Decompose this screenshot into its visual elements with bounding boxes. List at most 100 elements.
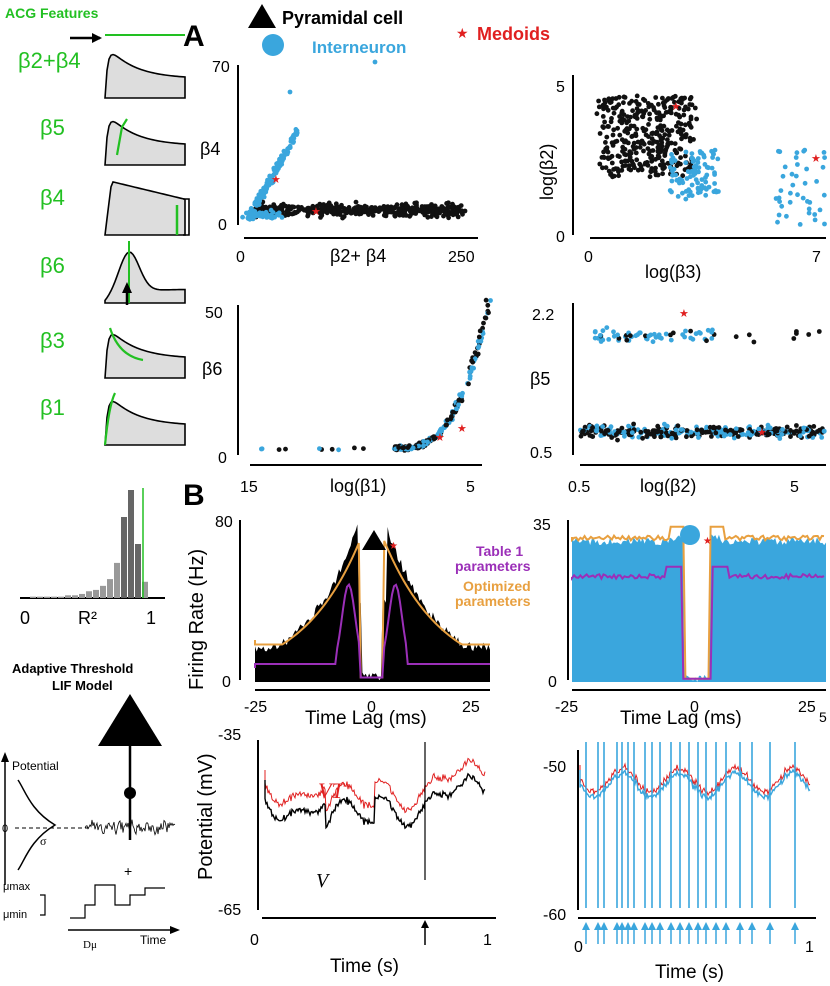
- scatter-point: [765, 422, 771, 428]
- scatter-point: [816, 329, 822, 334]
- interneuron-table1-line: [571, 565, 825, 680]
- scatter4-xlabel: log(β2): [640, 476, 696, 496]
- scatter-point: [310, 209, 316, 214]
- scatter-point: [633, 333, 639, 339]
- scatter-point: [685, 169, 691, 174]
- scatter-point: [696, 330, 702, 335]
- scatter-point: [266, 182, 271, 187]
- scatter-point: [425, 439, 430, 445]
- potential-ylabel: Potential (mV): [195, 753, 217, 880]
- scatter-point: [361, 209, 367, 215]
- scatter-point: [666, 129, 672, 134]
- interneuron-legend-icon: [262, 34, 284, 56]
- scatter-point: [687, 138, 693, 144]
- sigma-label: σ: [40, 834, 47, 848]
- scatter-point: [275, 211, 280, 217]
- scatter-point: [776, 212, 782, 218]
- scatter-point: [703, 429, 708, 435]
- scatter-point: [488, 298, 493, 303]
- scatter-point: [295, 204, 301, 210]
- scatter-point: [636, 434, 642, 440]
- acg-feature-label: β2+β4: [18, 48, 81, 73]
- scatter-point: [739, 427, 745, 433]
- scatter-point: [802, 147, 808, 153]
- scatter-point: [390, 206, 396, 212]
- scatter-point: [621, 100, 626, 106]
- scatter-point: [669, 435, 675, 441]
- scatter-point: [662, 153, 668, 159]
- scatter-point: [721, 433, 727, 439]
- scatter-point: [657, 117, 663, 123]
- scatter-point: [380, 206, 385, 212]
- scatter-point: [665, 137, 670, 143]
- scatter-point: [605, 124, 611, 129]
- model-title-line1: Adaptive Threshold: [12, 661, 133, 676]
- scatter-point: [704, 424, 709, 430]
- scatter-point: [740, 432, 746, 437]
- medoid-star: ★: [271, 174, 281, 186]
- scatter-point: [600, 114, 606, 119]
- scatter-point: [476, 334, 482, 340]
- scatter-point: [787, 199, 793, 205]
- scatter-point: [627, 333, 633, 339]
- spike-arrow-head: [600, 922, 608, 930]
- hist-bar: [44, 596, 50, 598]
- scatter-point: [597, 131, 603, 136]
- potL-xlabel: Time (s): [330, 956, 399, 977]
- scatter-point: [822, 155, 827, 161]
- spike-arrow-head: [676, 922, 684, 930]
- scatter-point: [821, 192, 827, 198]
- scatter-point: [592, 335, 598, 341]
- acg-thumb-curve: [104, 120, 186, 166]
- model-time-arrow: [170, 926, 180, 934]
- scatter-point: [672, 141, 678, 147]
- scatter-point: [683, 196, 689, 202]
- scatter-point: [800, 195, 806, 201]
- scatter-point: [619, 425, 625, 431]
- scatter-point: [672, 99, 677, 105]
- scatter-point: [602, 431, 607, 437]
- scatter-point: [369, 205, 375, 210]
- scatter-point: [630, 108, 635, 114]
- spike-arrow-head: [618, 922, 626, 930]
- acgL-xtick-left: -25: [244, 699, 267, 716]
- scatter-point: [670, 168, 675, 174]
- voltage-traces: [264, 742, 811, 944]
- hist-bar: [135, 544, 141, 598]
- scatter-point: [416, 443, 422, 449]
- scatter-point: [600, 328, 606, 334]
- scatter-point: [407, 213, 413, 219]
- scatter-point: [795, 162, 800, 167]
- scatter-point: [633, 133, 639, 139]
- scatter-point: [609, 435, 615, 440]
- scatter-point: [683, 122, 688, 128]
- scatter-point: [673, 427, 679, 433]
- scatter-point: [456, 402, 461, 408]
- scatter-point: [640, 140, 646, 146]
- hist-bar: [107, 579, 113, 598]
- scatter-point: [806, 210, 812, 216]
- pyramidal-acg-area: [255, 524, 490, 682]
- scatter-point: [306, 205, 311, 211]
- scatter-point: [680, 180, 686, 186]
- scatter-point: [689, 193, 695, 199]
- scatter1-xlabel: β2+ β4: [330, 246, 386, 266]
- scatter-point: [688, 116, 694, 122]
- scatter-point: [673, 434, 678, 440]
- medoid-star: ★: [457, 423, 467, 435]
- spike-arrow-head: [694, 922, 702, 930]
- scatter-point: [619, 159, 624, 165]
- acg-feature-label: β6: [40, 253, 65, 278]
- scatter-point: [414, 202, 419, 208]
- scatter-point: [643, 333, 648, 339]
- panel-b-label: B: [183, 479, 205, 512]
- scatter-point: [735, 434, 741, 439]
- scatter-point: [358, 204, 363, 210]
- scatter-point: [707, 424, 713, 430]
- scatter-point: [629, 430, 635, 435]
- scatter-point: [288, 206, 294, 212]
- spike-arrow-head: [702, 922, 710, 930]
- pyramidal-legend-icon: [248, 4, 276, 28]
- scatter-point: [709, 434, 714, 439]
- scatter-point: [276, 447, 282, 452]
